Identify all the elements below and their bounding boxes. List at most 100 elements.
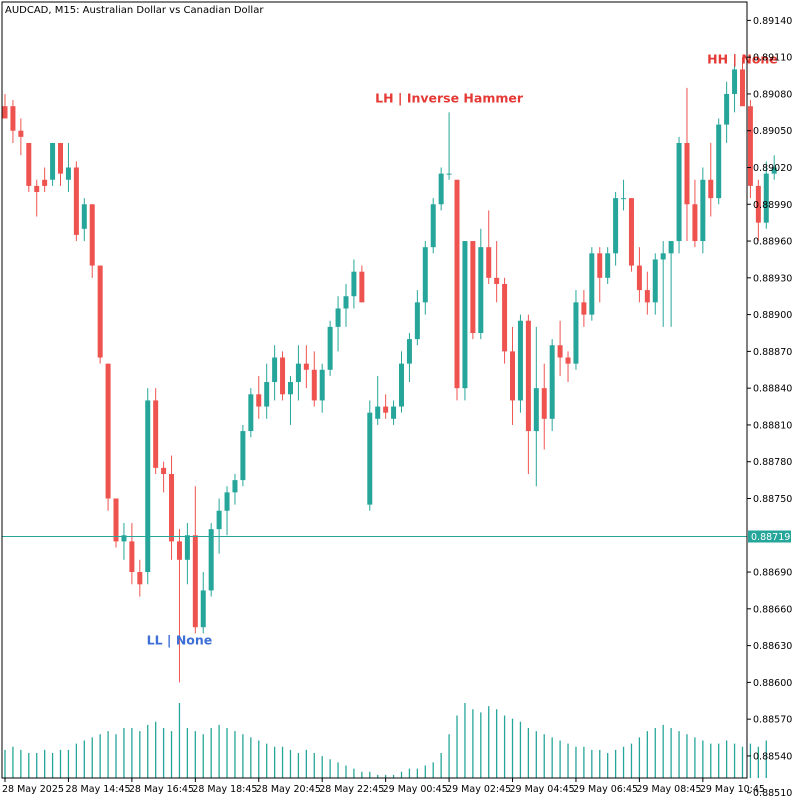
candle-body [470, 241, 476, 333]
x-tick-label: 29 May 04:45 [510, 784, 575, 795]
candle-body [176, 541, 182, 560]
candle-body [248, 394, 254, 432]
y-tick-label: 0.88690 [753, 568, 792, 579]
candle-bearish [747, 100, 753, 199]
candle-body [739, 69, 745, 107]
x-tick-label: 28 May 14:45 [65, 784, 130, 795]
candle-bullish [343, 283, 349, 327]
candle-body [724, 93, 730, 125]
candle-bullish [391, 400, 397, 425]
y-tick-label: 0.88780 [753, 457, 792, 468]
y-tick-label: 0.89110 [753, 53, 792, 64]
candle-body [311, 369, 317, 401]
candle-bearish [597, 247, 603, 303]
candle-body [549, 345, 555, 419]
candle-bullish [430, 198, 436, 254]
y-tick-label: 0.88810 [753, 420, 792, 431]
candle-bullish [121, 523, 127, 560]
candle-body [303, 363, 309, 370]
plot-frame [1, 1, 748, 779]
candle-bullish [414, 290, 420, 346]
candle-body [636, 265, 642, 291]
y-tick-label: 0.88930 [753, 273, 792, 284]
y-tick-label: 0.89080 [753, 89, 792, 100]
candle-body [597, 253, 603, 278]
candle-bearish [256, 375, 262, 419]
x-tick-label: 28 May 18:45 [192, 784, 257, 795]
candle-bearish [169, 455, 175, 560]
candle-body [161, 467, 167, 474]
y-tick-label: 0.89140 [753, 16, 792, 27]
x-tick-label: 29 May 10:45 [700, 784, 765, 795]
candle-bullish [771, 155, 777, 180]
current-price-label: 0.88719 [751, 532, 790, 543]
price-axis[interactable]: 0.89140 0.89110 0.89080 0.89050 0.89020 0.889… [747, 16, 792, 799]
current-price-line: 0.88719 [2, 530, 791, 543]
candle-bearish [628, 198, 634, 272]
x-tick-label: 29 May 08:45 [636, 784, 701, 795]
candle-body [105, 363, 111, 499]
x-tick-label: 29 May 02:45 [446, 784, 511, 795]
candle-body [351, 271, 357, 297]
candle-body [533, 388, 539, 432]
candle-bearish [636, 247, 642, 303]
candle-bearish [644, 271, 650, 315]
current-price-tag [748, 530, 791, 543]
candle-bearish [34, 179, 40, 217]
candle-bullish [700, 167, 706, 254]
candle-body [510, 351, 516, 401]
candle-bearish [89, 204, 95, 278]
candle-bearish [708, 142, 714, 217]
candle-body [200, 590, 206, 628]
annotation-label: LH | Inverse Hammer [375, 91, 524, 106]
candle-bearish [684, 87, 690, 242]
candle-bullish [613, 192, 619, 266]
candle-body [383, 406, 389, 413]
chart-title: AUDCAD, M15: Australian Dollar vs Canadi… [5, 5, 264, 16]
x-tick-label: 28 May 16:45 [129, 784, 194, 795]
candle-bearish [161, 461, 167, 493]
candle-body [462, 241, 468, 389]
x-tick-label: 29 May 06:45 [573, 784, 638, 795]
candle-bullish [716, 118, 722, 205]
y-tick-label: 0.89050 [753, 126, 792, 137]
candle-body [224, 492, 230, 511]
candle-body [129, 541, 135, 573]
candle-bearish [303, 345, 309, 389]
candle-body [2, 106, 8, 119]
candle-bearish [105, 363, 111, 511]
candle-bearish [739, 57, 745, 107]
candle-body [287, 382, 293, 395]
candle-body [232, 480, 238, 493]
candle-bearish [153, 388, 159, 474]
candle-body [319, 369, 325, 401]
candle-bearish [137, 559, 143, 597]
candle-body [280, 357, 286, 395]
candle-body [327, 326, 333, 370]
candle-body [755, 185, 761, 223]
candle-body [184, 535, 190, 560]
candle-bullish [65, 142, 71, 193]
candle-body [771, 167, 777, 174]
candle-bullish [399, 351, 404, 413]
candle-bearish [26, 142, 32, 193]
candle-bullish [145, 388, 151, 585]
candle-body [97, 265, 103, 358]
x-tick-label: 28 May 22:45 [319, 784, 384, 795]
candle-bullish [319, 363, 325, 413]
candle-bearish [18, 118, 24, 156]
candle-body [692, 204, 698, 242]
candle-body [359, 271, 365, 303]
candle-body [137, 572, 143, 585]
candle-bearish [10, 100, 16, 143]
candle-bullish [438, 167, 444, 211]
candle-body [414, 302, 420, 340]
candle-bullish [200, 572, 206, 634]
candle-body [621, 198, 627, 200]
candle-body [605, 253, 611, 278]
candle-body [145, 400, 151, 573]
candle-body [430, 204, 436, 248]
